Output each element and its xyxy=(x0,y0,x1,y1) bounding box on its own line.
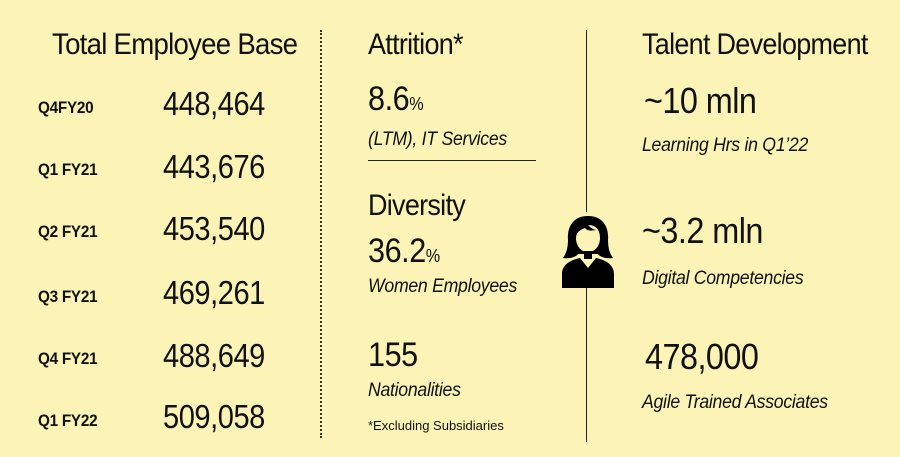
digital-competencies-value: ~3.2 mln xyxy=(642,210,763,251)
diversity-unit: % xyxy=(425,246,441,266)
nationalities-value: 155 xyxy=(368,336,418,374)
agile-trained-caption: Agile Trained Associates xyxy=(642,392,828,413)
employee-count: 448,464 xyxy=(163,85,265,122)
dotted-divider xyxy=(320,30,322,438)
learning-hours-value: ~10 mln xyxy=(644,80,757,121)
diversity-number: 36.2 xyxy=(368,232,426,270)
attrition-caption: (LTM), IT Services xyxy=(368,129,507,150)
quarter-label: Q3 FY21 xyxy=(38,287,98,306)
digital-competencies-caption: Digital Competencies xyxy=(642,268,804,289)
talent-title: Talent Development xyxy=(642,28,868,61)
employee-count: 509,058 xyxy=(163,398,265,435)
quarter-label: Q4 FY21 xyxy=(38,349,98,368)
employee-count: 453,540 xyxy=(163,210,265,247)
agile-trained-value: 478,000 xyxy=(645,336,759,377)
employee-base-title: Total Employee Base xyxy=(52,28,298,61)
quarter-label: Q1 FY22 xyxy=(38,411,98,430)
diversity-caption: Women Employees xyxy=(368,276,518,297)
quarter-label: Q4FY20 xyxy=(38,98,94,117)
attrition-value: 8.6% xyxy=(368,80,424,119)
diversity-value: 36.2% xyxy=(368,232,440,271)
quarter-label: Q1 FY21 xyxy=(38,160,98,179)
employee-count: 443,676 xyxy=(163,148,265,185)
employee-count: 469,261 xyxy=(163,274,265,311)
woman-person-icon xyxy=(555,212,621,288)
footnote: *Excluding Subsidiaries xyxy=(368,418,504,433)
learning-hours-caption: Learning Hrs in Q1’22 xyxy=(642,135,809,156)
attrition-title: Attrition* xyxy=(368,28,464,61)
diversity-title: Diversity xyxy=(368,189,466,222)
employee-count: 488,649 xyxy=(163,337,265,374)
attrition-unit: % xyxy=(409,94,424,114)
quarter-label: Q2 FY21 xyxy=(38,222,98,241)
nationalities-caption: Nationalities xyxy=(368,380,461,401)
section-divider xyxy=(368,160,536,161)
attrition-number: 8.6 xyxy=(368,80,410,118)
